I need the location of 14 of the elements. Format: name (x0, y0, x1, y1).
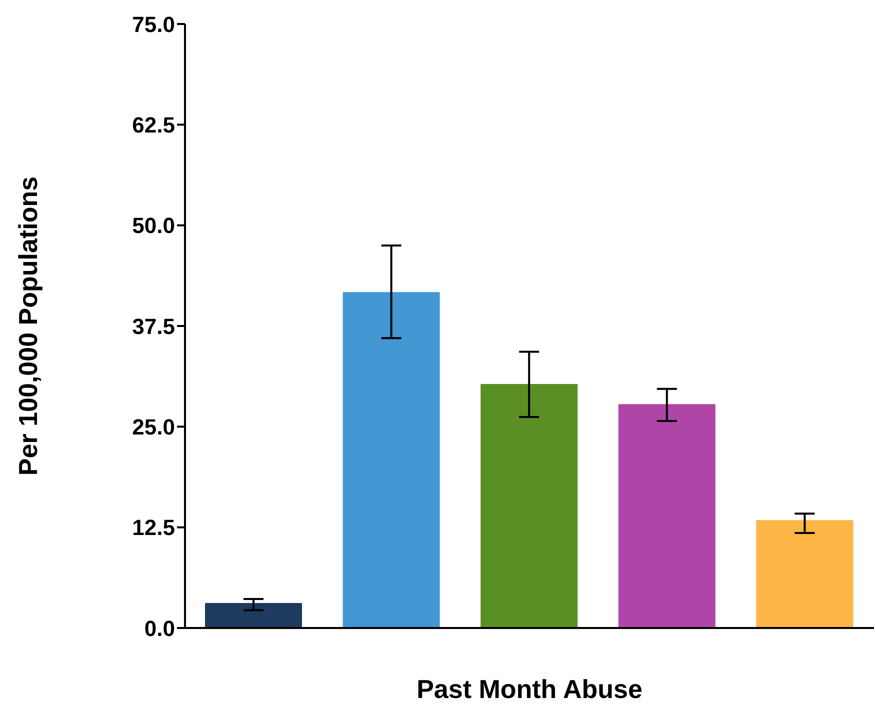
y-tick-label: 50.0 (132, 213, 175, 238)
bar (756, 520, 854, 628)
bar (205, 603, 302, 628)
bar (342, 292, 440, 628)
y-axis-title: Per 100,000 Populations (13, 176, 44, 476)
x-axis-title: Past Month Abuse (416, 674, 642, 704)
y-tick-label: 12.5 (132, 515, 175, 540)
bar (480, 384, 578, 628)
y-tick-label: 0.0 (144, 616, 175, 641)
y-tick-label: 25.0 (132, 414, 175, 440)
y-tick-label: 62.5 (132, 112, 175, 138)
y-tick-label: 75.0 (132, 12, 175, 37)
y-tick-label: 37.5 (132, 314, 175, 339)
bar (618, 404, 716, 628)
